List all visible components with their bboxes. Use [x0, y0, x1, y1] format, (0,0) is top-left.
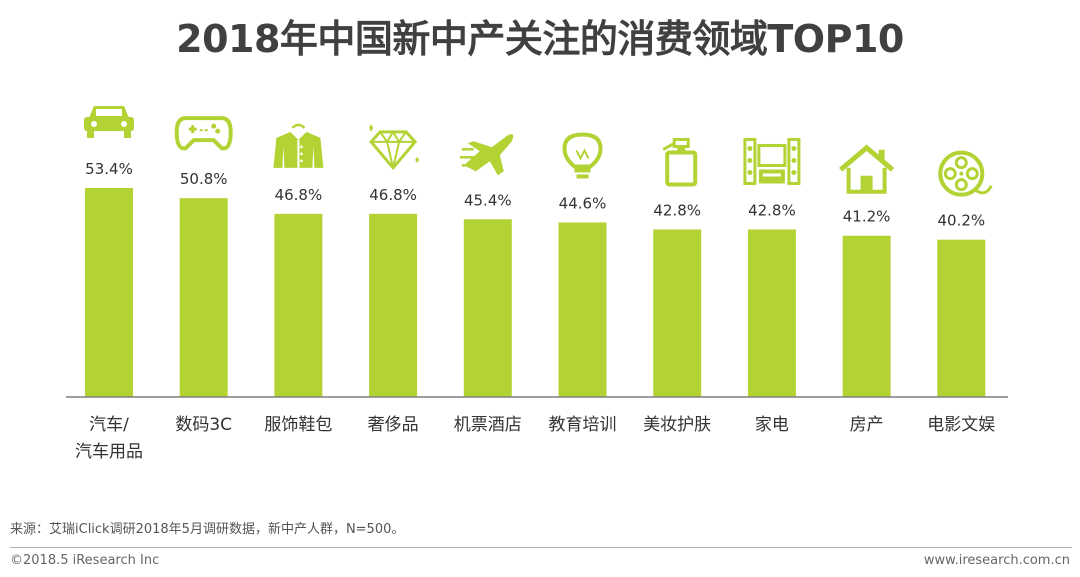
category-label-9: 房产 [850, 415, 884, 435]
cosmetics-bottle-icon [662, 137, 698, 187]
bar-2 [179, 198, 228, 397]
bar-7 [653, 229, 702, 397]
category-label-5: 机票酒店 [454, 415, 522, 435]
house-icon [838, 144, 895, 194]
bar-10 [937, 239, 986, 397]
category-label-1-line-1: 汽车/ [89, 415, 129, 435]
value-label-1: 53.4% [85, 160, 133, 178]
bar-3 [274, 213, 323, 397]
category-label-6: 教育培训 [549, 415, 617, 435]
value-label-7: 42.8% [653, 201, 701, 219]
value-label-9: 41.2% [843, 208, 891, 226]
car-icon [84, 106, 134, 138]
category-label-2: 数码3C [175, 415, 232, 435]
shirt-icon [273, 123, 324, 168]
category-label-3: 服饰鞋包 [264, 415, 332, 435]
value-label-3: 46.8% [275, 186, 323, 204]
home-theater-icon [743, 137, 801, 185]
diamond-icon [369, 123, 420, 171]
category-label-1-line-2: 汽车用品 [75, 442, 143, 462]
footer-divider [10, 547, 1072, 548]
source-note: 来源：艾瑞iClick调研2018年5月调研数据，新中产人群，N=500。 [10, 522, 405, 537]
bar-6 [558, 222, 607, 397]
category-label-4: 奢侈品 [368, 415, 419, 435]
category-label-7: 美妆护肤 [643, 415, 711, 435]
lightbulb-icon [562, 132, 603, 179]
value-label-8: 42.8% [748, 201, 796, 219]
value-label-10: 40.2% [937, 212, 985, 230]
film-reel-icon [938, 150, 993, 197]
bar-4 [369, 213, 418, 397]
bar-8 [747, 229, 796, 397]
value-label-2: 50.8% [180, 170, 228, 188]
website-link[interactable]: www.iresearch.com.cn [923, 553, 1070, 568]
value-label-4: 46.8% [369, 186, 417, 204]
chart-title: 2018年中国新中产关注的消费领域TOP10 [176, 17, 904, 61]
category-label-10: 电影文娱 [927, 415, 995, 435]
value-label-6: 44.6% [559, 194, 607, 212]
bar-1 [85, 188, 133, 397]
airplane-icon [459, 134, 514, 176]
value-label-5: 45.4% [464, 191, 512, 209]
bar-5 [463, 219, 512, 397]
copyright-text: ©2018.5 iResearch Inc [10, 553, 160, 568]
category-label-8: 家电 [755, 415, 789, 435]
bar-9 [842, 235, 891, 397]
gamepad-icon [174, 116, 233, 151]
